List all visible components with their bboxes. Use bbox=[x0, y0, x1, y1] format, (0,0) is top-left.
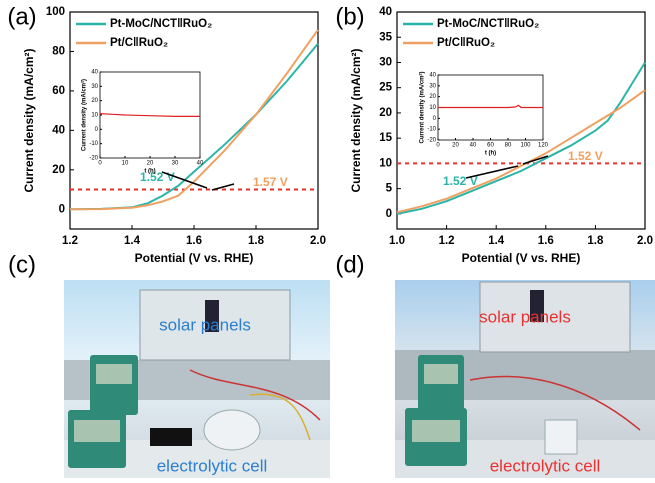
x-tick-label: 1.0 bbox=[389, 235, 405, 247]
x-tick-label: 100 bbox=[520, 143, 531, 149]
figure: 1.21.41.61.82.0020406080100Potential (V … bbox=[0, 0, 655, 478]
x-tick-label: 1.6 bbox=[538, 235, 554, 247]
x-tick-label: 2.0 bbox=[637, 235, 653, 247]
y-axis-title: Current density (mA/cm²) bbox=[81, 79, 88, 151]
y-tick-label: 20 bbox=[429, 94, 436, 100]
x-tick-label: 1.4 bbox=[124, 235, 141, 247]
y-axis-title: Current density (mA/cm²) bbox=[419, 71, 426, 143]
panel-letter: (a) bbox=[7, 3, 36, 30]
y-tick-label: 5 bbox=[386, 183, 393, 195]
x-tick-label: 1.8 bbox=[587, 235, 604, 247]
y-tick-label: -20 bbox=[427, 138, 436, 144]
photo-c bbox=[64, 280, 330, 478]
y-tick-label: -10 bbox=[89, 141, 98, 147]
x-axis-title: t (h) bbox=[144, 169, 155, 175]
legend-label: Pt-MoC/NCT‖RuO₂ bbox=[437, 18, 539, 30]
photo-label: electrolytic cell bbox=[157, 456, 268, 475]
photo-label: solar panels bbox=[159, 315, 251, 334]
x-axis-title: Potential (V vs. RHE) bbox=[462, 251, 581, 265]
y-tick-label: 30 bbox=[429, 83, 436, 89]
x-axis-title: Potential (V vs. RHE) bbox=[135, 251, 254, 265]
photo-label: solar panels bbox=[479, 307, 571, 326]
y-tick-label: 30 bbox=[91, 84, 98, 90]
x-tick-label: 60 bbox=[487, 143, 494, 149]
y-tick-label: 10 bbox=[91, 113, 98, 119]
y-tick-label: 100 bbox=[46, 6, 65, 18]
y-tick-label: 20 bbox=[52, 164, 65, 176]
panel-letter: (c) bbox=[8, 251, 36, 278]
y-tick-label: 0 bbox=[386, 208, 392, 220]
x-tick-label: 1.8 bbox=[248, 235, 265, 247]
y-tick-label: 60 bbox=[52, 85, 65, 97]
y-tick-label: 40 bbox=[52, 124, 65, 136]
x-tick-label: 120 bbox=[538, 143, 549, 149]
y-tick-label: 40 bbox=[91, 70, 98, 76]
x-tick-label: 40 bbox=[470, 143, 477, 149]
x-tick-label: 1.2 bbox=[62, 235, 78, 247]
legend-label: Pt/C‖RuO₂ bbox=[110, 37, 168, 49]
y-tick-label: 20 bbox=[91, 98, 98, 104]
y-axis-title: Current density (mA/cm²) bbox=[349, 48, 363, 192]
x-tick-label: 2.0 bbox=[310, 235, 326, 247]
y-tick-label: 0 bbox=[59, 203, 65, 215]
y-tick-label: 15 bbox=[379, 132, 392, 144]
x-axis-title: t (h) bbox=[485, 151, 496, 157]
legend-label: Pt-MoC/NCT‖RuO₂ bbox=[110, 18, 212, 30]
x-tick-label: 20 bbox=[147, 161, 154, 167]
y-tick-label: 35 bbox=[379, 31, 392, 43]
y-tick-label: 40 bbox=[429, 73, 436, 79]
y-tick-label: 30 bbox=[379, 56, 392, 68]
y-tick-label: 80 bbox=[52, 45, 65, 57]
x-tick-label: 1.2 bbox=[439, 235, 455, 247]
photo-label: electrolytic cell bbox=[490, 456, 601, 475]
panel-letter: (b) bbox=[335, 3, 364, 30]
y-axis-title: Current density (mA/cm²) bbox=[22, 48, 36, 192]
annotation: 1.57 V bbox=[253, 175, 288, 189]
x-tick-label: 40 bbox=[197, 161, 204, 167]
y-tick-label: 40 bbox=[379, 6, 392, 18]
legend-label: Pt/C‖RuO₂ bbox=[437, 37, 495, 49]
x-tick-label: 1.6 bbox=[186, 235, 202, 247]
y-tick-label: 25 bbox=[379, 82, 392, 94]
panel-letter: (d) bbox=[335, 251, 364, 278]
x-tick-label: 20 bbox=[452, 143, 459, 149]
y-tick-label: -10 bbox=[427, 127, 436, 133]
y-tick-label: 20 bbox=[379, 107, 392, 119]
x-tick-label: 1.4 bbox=[488, 235, 505, 247]
x-tick-label: 30 bbox=[172, 161, 179, 167]
y-tick-label: 10 bbox=[429, 105, 436, 111]
x-tick-label: 80 bbox=[505, 143, 512, 149]
annotation: 1.52 V bbox=[568, 149, 603, 163]
x-tick-label: 10 bbox=[122, 161, 129, 167]
y-tick-label: 10 bbox=[379, 157, 392, 169]
y-tick-label: -20 bbox=[89, 156, 98, 162]
